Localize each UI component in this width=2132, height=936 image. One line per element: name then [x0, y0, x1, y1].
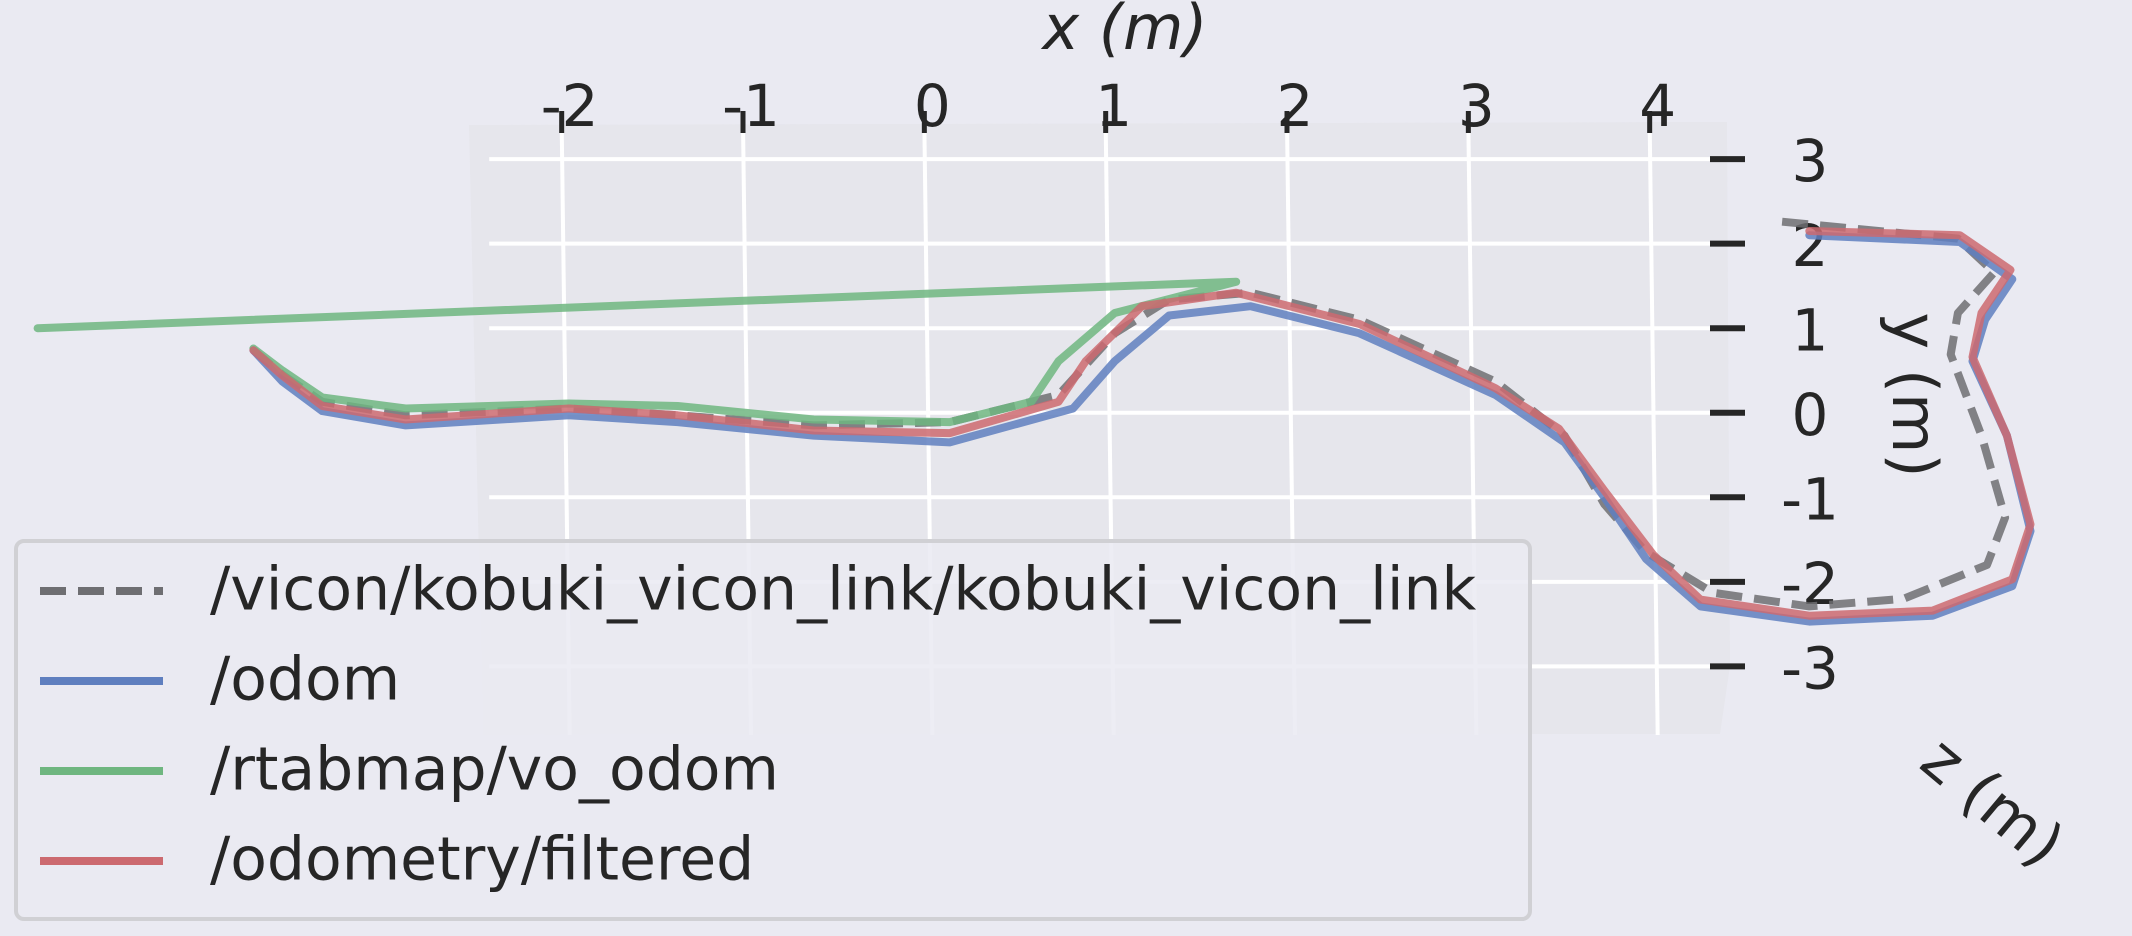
- series-line: [33, 277, 1241, 427]
- y-tick-label: 3: [1792, 127, 1829, 195]
- y-tick-label: 0: [1792, 381, 1829, 449]
- x-tick-label: 2: [1277, 72, 1314, 140]
- y-tick-label: 1: [1792, 296, 1829, 364]
- plot-lines: [33, 217, 2035, 626]
- legend: /vicon/kobuki_vicon_link/kobuki_vicon_li…: [14, 539, 1532, 921]
- legend-label: /odom: [210, 645, 400, 715]
- legend-label: /vicon/kobuki_vicon_link/kobuki_vicon_li…: [210, 555, 1477, 625]
- y-tick-label: -3: [1781, 635, 1839, 703]
- x-tick-label: -2: [541, 72, 599, 140]
- x-tick-label: 1: [1095, 72, 1132, 140]
- legend-box: [14, 539, 1532, 921]
- x-tick-label: 3: [1458, 72, 1495, 140]
- x-tick-label: 0: [914, 72, 951, 140]
- legend-label: /rtabmap/vo_odom: [210, 735, 779, 805]
- grid-line: [1647, 124, 1660, 736]
- y-axis-label: y (m): [1878, 312, 1951, 477]
- x-axis-label: x (m): [1040, 0, 1207, 64]
- legend-label: /odometry/filtered: [210, 825, 754, 895]
- y-tick-label: -1: [1781, 465, 1839, 533]
- series-line: [249, 227, 2035, 620]
- x-tick-label: -1: [722, 72, 780, 140]
- x-tick-label: 4: [1639, 72, 1676, 140]
